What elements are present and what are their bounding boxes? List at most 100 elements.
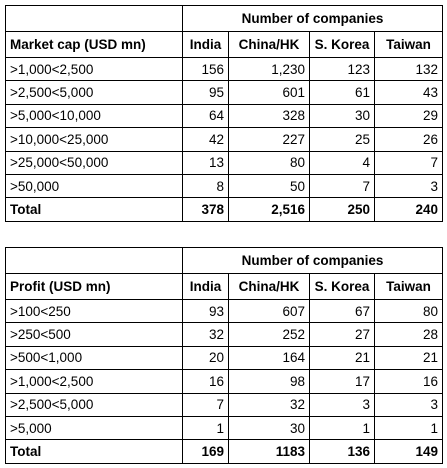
table-row: >250<500 32 252 27 28	[5, 322, 444, 347]
cell: 1183	[228, 439, 310, 464]
cell: 7	[373, 150, 444, 175]
column-header: S. Korea	[309, 273, 375, 300]
row-label: >10,000<25,000	[5, 127, 183, 152]
cell: 29	[373, 103, 444, 129]
cell: 2,516	[228, 197, 310, 222]
row-label: >500<1,000	[5, 345, 183, 371]
cell: 50	[228, 173, 310, 199]
cell: 26	[373, 127, 444, 152]
row-label: >100<250	[5, 298, 183, 324]
column-header-row: Market cap (USD mn) India China/HK S. Korea…	[5, 31, 444, 58]
cell: 149	[373, 439, 444, 464]
column-header: Taiwan	[373, 31, 444, 58]
column-header: S. Korea	[309, 31, 375, 58]
cell: 8	[182, 173, 229, 199]
column-header: India	[182, 31, 229, 58]
cell: 3	[373, 392, 444, 417]
cell: 93	[182, 298, 229, 324]
cell: 16	[182, 369, 229, 394]
cell: 3	[309, 392, 375, 417]
group-header: Number of companies	[181, 5, 444, 32]
cell: 13	[182, 150, 229, 175]
row-label: >2,500<5,000	[5, 392, 183, 417]
cell: 43	[373, 80, 444, 105]
group-header-row: Number of companies	[5, 247, 444, 274]
cell: 132	[373, 56, 444, 82]
cell: 28	[373, 322, 444, 347]
table-row: >500<1,000 20 164 21 21	[5, 345, 444, 371]
cell: 378	[182, 197, 229, 222]
cell: 601	[228, 80, 310, 105]
cell: 95	[182, 80, 229, 105]
table-row: >50,000 8 50 7 3	[5, 173, 444, 199]
cell: 67	[309, 298, 375, 324]
column-header: India	[182, 273, 229, 300]
column-header: Market cap (USD mn)	[5, 31, 183, 58]
column-header-row: Profit (USD mn) India China/HK S. Korea Taiw…	[5, 273, 444, 300]
row-label: >5,000<10,000	[5, 103, 183, 129]
row-label: Total	[5, 197, 183, 222]
column-header: China/HK	[228, 31, 310, 58]
row-label: >2,500<5,000	[5, 80, 183, 105]
row-label: >1,000<2,500	[5, 56, 183, 82]
row-label: >1,000<2,500	[5, 369, 183, 394]
cell: 4	[309, 150, 375, 175]
table-row: Total 169 1183 136 149	[5, 439, 444, 464]
row-label: Total	[5, 439, 183, 464]
data-table: Number of companies Market cap (USD mn) In…	[5, 5, 444, 222]
table-row: >1,000<2,500 16 98 17 16	[5, 369, 444, 394]
cell: 7	[309, 173, 375, 199]
cell: 240	[373, 197, 444, 222]
cell: 42	[182, 127, 229, 152]
cell: 227	[228, 127, 310, 152]
cell: 156	[182, 56, 229, 82]
cell: 80	[373, 298, 444, 324]
column-header: Profit (USD mn)	[5, 273, 183, 300]
cell: 27	[309, 322, 375, 347]
cell: 136	[309, 439, 375, 464]
cell: 80	[228, 150, 310, 175]
cell: 252	[228, 322, 310, 347]
cell: 30	[309, 103, 375, 129]
row-label: >50,000	[5, 173, 183, 199]
cell: 607	[228, 298, 310, 324]
cell: 25	[309, 127, 375, 152]
table-row: >2,500<5,000 95 601 61 43	[5, 80, 444, 105]
cell: 64	[182, 103, 229, 129]
group-header: Number of companies	[181, 247, 444, 274]
cell: 21	[373, 345, 444, 371]
cell: 20	[182, 345, 229, 371]
cell: 17	[309, 369, 375, 394]
empty-cell	[5, 5, 183, 32]
cell: 61	[309, 80, 375, 105]
cell: 250	[309, 197, 375, 222]
table-row: >100<250 93 607 67 80	[5, 298, 444, 324]
cell: 16	[373, 369, 444, 394]
empty-cell	[5, 247, 183, 274]
row-label: >250<500	[5, 322, 183, 347]
row-label: >25,000<50,000	[5, 150, 183, 175]
row-label: >5,000	[5, 415, 183, 441]
cell: 30	[228, 415, 310, 441]
data-table: Number of companies Profit (USD mn) India C…	[5, 247, 444, 464]
cell: 32	[182, 322, 229, 347]
cell: 7	[182, 392, 229, 417]
group-header-row: Number of companies	[5, 5, 444, 32]
table-row: >10,000<25,000 42 227 25 26	[5, 127, 444, 152]
table-row: >2,500<5,000 7 32 3 3	[5, 392, 444, 417]
table-row: >1,000<2,500 156 1,230 123 132	[5, 56, 444, 82]
cell: 21	[309, 345, 375, 371]
table-row: >25,000<50,000 13 80 4 7	[5, 150, 444, 175]
cell: 98	[228, 369, 310, 394]
table-row: Total 378 2,516 250 240	[5, 197, 444, 222]
table-row: >5,000 1 30 1 1	[5, 415, 444, 441]
table-row: >5,000<10,000 64 328 30 29	[5, 103, 444, 129]
cell: 123	[309, 56, 375, 82]
column-header: Taiwan	[373, 273, 444, 300]
cell: 32	[228, 392, 310, 417]
cell: 1,230	[228, 56, 310, 82]
cell: 1	[373, 415, 444, 441]
cell: 169	[182, 439, 229, 464]
